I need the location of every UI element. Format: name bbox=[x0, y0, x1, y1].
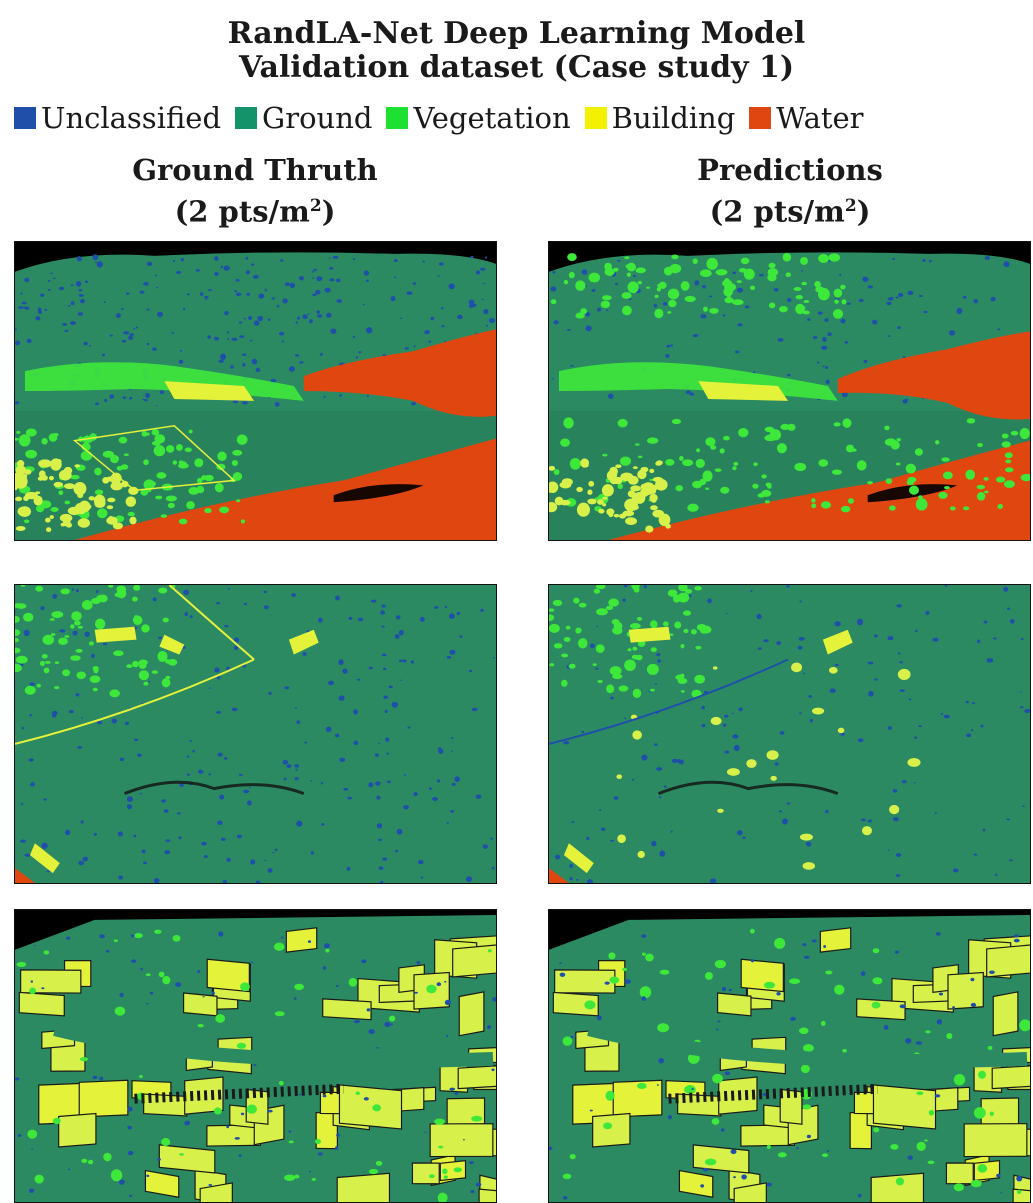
legend-item-vegetation: Vegetation bbox=[386, 101, 571, 135]
column-heading-ground-truth: Ground Thruth (2 pts/m2) bbox=[10, 152, 500, 230]
legend-swatch-ground bbox=[235, 107, 258, 129]
predictions-field-image bbox=[549, 585, 1030, 883]
legend-label-water: Water bbox=[776, 101, 864, 135]
predictions-urban-image bbox=[549, 910, 1030, 1202]
column-heading-predictions: Predictions (2 pts/m2) bbox=[545, 152, 1033, 230]
predictions-panel-lake bbox=[548, 241, 1031, 541]
ground-truth-heading-line-2: (2 pts/m2) bbox=[174, 194, 336, 229]
legend-item-unclassified: Unclassified bbox=[14, 101, 221, 135]
legend-item-water: Water bbox=[749, 101, 864, 135]
legend-label-building: Building bbox=[611, 101, 736, 135]
ground-truth-heading-line-1: Ground Thruth bbox=[132, 153, 378, 187]
legend-item-building: Building bbox=[584, 101, 736, 135]
legend-swatch-building bbox=[584, 107, 607, 129]
ground-truth-panel-field bbox=[14, 584, 497, 884]
ground-truth-panel-lake bbox=[14, 241, 497, 541]
legend-item-ground: Ground bbox=[235, 101, 372, 135]
legend-swatch-vegetation bbox=[386, 107, 409, 129]
figure-title-line-2: Validation dataset (Case study 1) bbox=[238, 50, 795, 85]
predictions-lake-image bbox=[549, 242, 1030, 540]
ground-truth-panel-urban bbox=[14, 909, 497, 1203]
predictions-heading-line-1: Predictions bbox=[697, 153, 883, 187]
ground-truth-urban-image bbox=[15, 910, 496, 1202]
legend-label-unclassified: Unclassified bbox=[41, 101, 222, 135]
predictions-panel-urban bbox=[548, 909, 1031, 1203]
legend-label-ground: Ground bbox=[262, 101, 373, 135]
legend: Unclassified Ground Vegetation Building … bbox=[14, 100, 878, 136]
ground-truth-field-image bbox=[15, 585, 496, 883]
legend-swatch-water bbox=[749, 107, 772, 129]
figure-title-line-1: RandLA-Net Deep Learning Model bbox=[227, 16, 806, 51]
predictions-panel-field bbox=[548, 584, 1031, 884]
legend-label-vegetation: Vegetation bbox=[413, 101, 571, 135]
legend-swatch-unclassified bbox=[14, 107, 36, 129]
ground-truth-lake-image bbox=[15, 242, 496, 540]
predictions-heading-line-2: (2 pts/m2) bbox=[709, 194, 871, 229]
